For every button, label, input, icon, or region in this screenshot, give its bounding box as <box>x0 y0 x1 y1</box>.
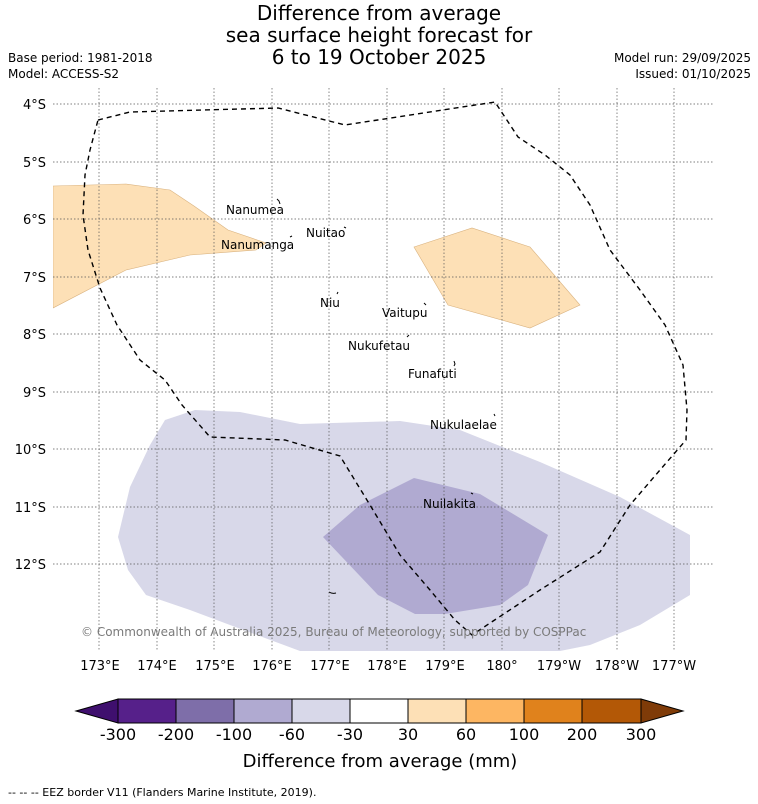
island-label: Niu <box>320 296 340 310</box>
colorbar-extend-low <box>74 698 119 724</box>
lat-tick-label: 8°S <box>23 328 46 343</box>
lat-tick-label: 9°S <box>23 386 46 401</box>
issued-date: Issued: 01/10/2025 <box>635 67 751 81</box>
model-name: Model: ACCESS-S2 <box>8 67 120 81</box>
colorbar-tick-label: 100 <box>509 725 540 744</box>
island-label: Nukulaelae <box>430 418 497 432</box>
colorbar: -300 -200 -100 -60 -30 30 60 100 200 300… <box>74 698 685 772</box>
colorbar-tick-label: -300 <box>100 725 136 744</box>
negative-anomaly-medium <box>323 478 548 614</box>
island-shapes <box>276 198 496 594</box>
longitude-labels: 173°E 174°E 175°E 176°E 177°E 178°E 179°… <box>80 659 696 674</box>
island-label: Funafuti <box>408 367 457 381</box>
colorbar-segment <box>118 699 176 723</box>
lat-tick-label: 5°S <box>23 156 46 171</box>
colorbar-tick-label: 30 <box>398 725 418 744</box>
island-label: Nanumanga <box>221 238 294 252</box>
title-line-1: Difference from average <box>256 1 502 25</box>
lon-tick-label: 178°W <box>595 659 639 674</box>
lon-tick-label: 179°E <box>425 659 465 674</box>
latitude-labels: 4°S 5°S 6°S 7°S 8°S 9°S 10°S 11°S 12°S <box>15 98 46 573</box>
copyright-notice: © Commonwealth of Australia 2025, Bureau… <box>81 625 586 639</box>
eez-border <box>82 101 688 636</box>
colorbar-segment <box>582 699 641 723</box>
lon-tick-label: 179°W <box>537 659 581 674</box>
island-label: Nuilakita <box>423 497 476 511</box>
lon-tick-label: 176°E <box>252 659 292 674</box>
anomaly-layer <box>53 183 690 651</box>
lon-tick-label: 174°E <box>137 659 177 674</box>
lon-tick-label: 175°E <box>195 659 235 674</box>
colorbar-segment <box>350 699 408 723</box>
gridlines <box>53 88 714 651</box>
lat-tick-label: 12°S <box>15 558 46 573</box>
colorbar-segment <box>466 699 524 723</box>
island-label: Vaitupu <box>382 306 428 320</box>
lat-tick-label: 11°S <box>15 501 46 516</box>
colorbar-segment <box>408 699 466 723</box>
colorbar-extend-high <box>640 698 685 724</box>
lon-tick-label: 177°W <box>652 659 696 674</box>
base-period: Base period: 1981-2018 <box>8 51 153 65</box>
colorbar-tick-label: -30 <box>337 725 363 744</box>
colorbar-tick-label: 60 <box>456 725 476 744</box>
island-label: Nukufetau <box>348 339 410 353</box>
title-line-2: sea surface height forecast for <box>225 23 533 47</box>
island-label: Nuitao <box>306 226 345 240</box>
colorbar-tick-label: -60 <box>279 725 305 744</box>
colorbar-tick-label: 300 <box>626 725 657 744</box>
colorbar-title: Difference from average (mm) <box>243 751 518 772</box>
lon-tick-label: 180° <box>486 659 517 674</box>
positive-anomaly-east <box>413 227 581 329</box>
lon-tick-label: 173°E <box>80 659 120 674</box>
lon-tick-label: 178°E <box>367 659 407 674</box>
island-labels: Nanumea Nuitao Nanumanga Niu Vaitupu Nuk… <box>221 203 497 511</box>
title-line-3: 6 to 19 October 2025 <box>271 45 487 69</box>
colorbar-segment <box>176 699 234 723</box>
eez-legend-note: -- -- -- EEZ border V11 (Flanders Marine… <box>8 786 317 799</box>
colorbar-tick-label: -200 <box>158 725 194 744</box>
colorbar-segment <box>292 699 350 723</box>
lat-tick-label: 4°S <box>23 98 46 113</box>
lat-tick-label: 6°S <box>23 213 46 228</box>
colorbar-tick-label: 200 <box>567 725 598 744</box>
colorbar-tick-label: -100 <box>216 725 252 744</box>
lon-tick-label: 177°E <box>310 659 350 674</box>
model-run: Model run: 29/09/2025 <box>613 51 751 65</box>
lat-tick-label: 10°S <box>15 443 46 458</box>
lat-tick-label: 7°S <box>23 271 46 286</box>
colorbar-segment <box>234 699 292 723</box>
island-label: Nanumea <box>226 203 284 217</box>
colorbar-segment <box>524 699 582 723</box>
